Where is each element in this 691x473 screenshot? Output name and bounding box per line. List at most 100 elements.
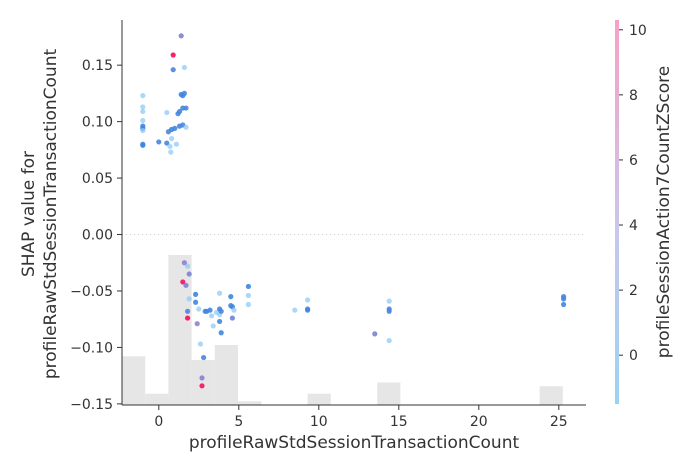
scatter-point (229, 315, 235, 321)
y-tick-label: −0.15 (70, 397, 113, 413)
scatter-point (140, 93, 146, 99)
scatter-point (292, 307, 298, 313)
scatter-point (561, 301, 567, 308)
histogram-bar (539, 386, 563, 405)
scatter-point (180, 279, 186, 285)
scatter-point (156, 139, 162, 145)
colorbar-label: profileSessionAction7CountZScore (654, 66, 674, 358)
scatter-point (183, 282, 189, 288)
y-tick-label: −0.10 (70, 340, 113, 356)
histogram-bar (145, 393, 169, 405)
scatter-point (217, 318, 223, 325)
scatter-point (185, 263, 191, 269)
histogram-bar (122, 356, 146, 405)
scatter-point (183, 105, 189, 111)
x-axis-ticks: 0 5 10 15 20 25 (154, 405, 568, 430)
scatter-point (305, 297, 311, 303)
scatter-point (209, 313, 215, 319)
x-tick-label: 25 (550, 414, 568, 430)
scatter-point (193, 291, 199, 297)
scatter-point (140, 108, 146, 115)
scatter-point (181, 64, 187, 71)
scatter-point (245, 301, 251, 308)
scatter-point (170, 67, 176, 73)
colorbar-tick-label: 2 (629, 283, 638, 299)
colorbar-tick-label: 0 (629, 348, 638, 364)
colorbar-tick-label: 10 (629, 23, 647, 39)
scatter-point (386, 298, 392, 304)
x-tick-label: 5 (234, 414, 243, 430)
x-tick-label: 15 (390, 414, 408, 430)
scatter-point (218, 308, 224, 314)
scatter-point (199, 383, 205, 389)
histogram-bar (307, 393, 331, 405)
histogram-bar (214, 345, 238, 405)
scatter-point (201, 354, 207, 361)
scatter-point (561, 296, 567, 302)
scatter-points (140, 33, 567, 389)
y-tick-label: 0.10 (82, 115, 113, 131)
colorbar: 0 2 4 6 8 10 profileSessionAction7CountZScore (615, 20, 674, 404)
y-tick-label: 0.05 (82, 171, 113, 187)
scatter-point (172, 125, 178, 131)
scatter-point (194, 321, 200, 327)
x-axis-label: profileRawStdSessionTransactionCount (189, 433, 520, 453)
y-axis-ticks: 0.15 0.10 0.05 0.00 −0.05 −0.10 −0.15 (70, 58, 122, 413)
histogram-bar (377, 382, 401, 405)
scatter-point (217, 290, 223, 296)
scatter-point (386, 338, 392, 344)
scatter-point (164, 109, 170, 116)
scatter-point (231, 307, 237, 313)
x-tick-label: 10 (310, 414, 328, 430)
scatter-point (228, 294, 234, 300)
scatter-point (186, 296, 192, 302)
scatter-point (372, 331, 378, 337)
scatter-point (196, 306, 202, 312)
scatter-point (140, 117, 146, 124)
scatter-point (199, 375, 205, 381)
histogram-bar (168, 255, 192, 405)
scatter-point (140, 104, 146, 110)
y-tick-label: 0.00 (82, 228, 113, 244)
scatter-point (181, 260, 187, 266)
colorbar-tick-label: 4 (629, 218, 638, 234)
x-tick-label: 20 (470, 414, 488, 430)
scatter-point (207, 307, 213, 313)
y-axis-label-line-1: SHAP value for (19, 151, 39, 277)
colorbar-ticks: 0 2 4 6 8 10 (619, 23, 647, 364)
scatter-point (185, 308, 191, 314)
x-tick-label: 0 (154, 414, 163, 430)
scatter-point (218, 330, 224, 336)
scatter-point (185, 315, 191, 321)
y-axis-label-line-2: profileRawStdSessionTransactionCount (41, 49, 61, 380)
histogram-bar (191, 360, 215, 405)
scatter-point (210, 323, 216, 329)
scatter-point (183, 124, 189, 130)
y-tick-label: 0.15 (82, 58, 113, 74)
histogram (122, 255, 563, 405)
y-axis-label: SHAP value for profileRawStdSessionTrans… (19, 49, 61, 380)
scatter-point (178, 33, 184, 39)
scatter-point (170, 52, 176, 58)
scatter-point (197, 341, 203, 347)
y-tick-label: −0.05 (70, 284, 113, 300)
scatter-point (173, 141, 179, 147)
colorbar-tick-label: 6 (629, 153, 638, 169)
scatter-point (193, 299, 199, 305)
scatter-point (186, 271, 192, 277)
histogram-bar (238, 401, 262, 405)
scatter-point (164, 140, 170, 146)
scatter-point (167, 143, 173, 150)
axes (121, 20, 586, 406)
scatter-point (305, 307, 311, 313)
colorbar-scale (615, 20, 619, 404)
scatter-point (140, 142, 146, 148)
scatter-point (245, 283, 251, 290)
scatter-point (386, 308, 392, 314)
scatter-point (140, 128, 146, 134)
scatter-point (245, 292, 251, 299)
scatter-point (169, 135, 175, 142)
scatter-point (168, 149, 174, 155)
colorbar-tick-label: 8 (629, 88, 638, 104)
